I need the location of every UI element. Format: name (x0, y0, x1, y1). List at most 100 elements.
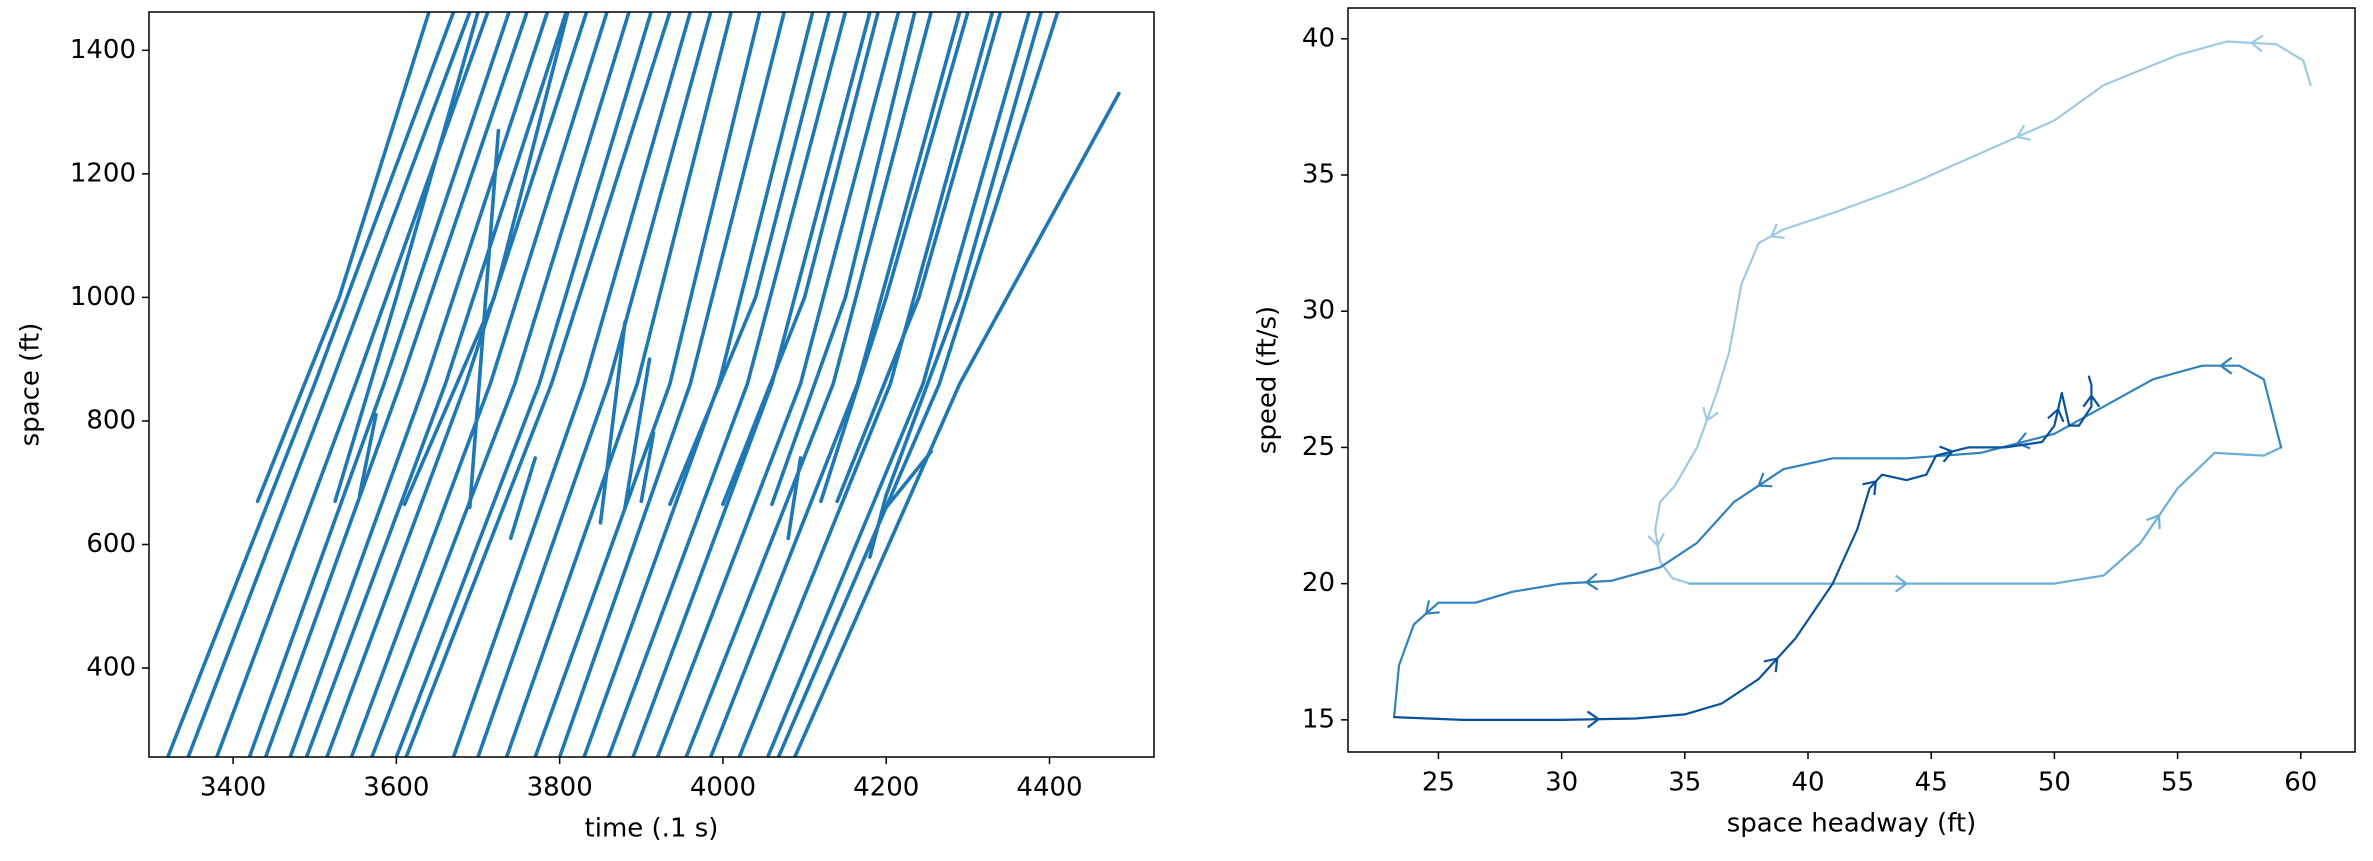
direction-arrow (2145, 513, 2161, 530)
trajectory-line (639, 431, 656, 504)
trajectory-line (304, 12, 568, 757)
trajectory-line (325, 12, 589, 757)
x-tick-label: 40 (1791, 768, 1824, 798)
trajectory-line (598, 320, 627, 525)
direction-arrow (1584, 572, 1599, 591)
y-tick-label: 40 (1302, 23, 1335, 53)
trajectory-line (533, 12, 762, 757)
chart-panel: 3400 3600 3800 4000 4200 4400 400 600 800 1000 120… (16, 11, 1155, 844)
trajectory-line (288, 12, 550, 757)
trajectory-line (402, 12, 570, 507)
x-tick-label: 3400 (200, 773, 266, 803)
direction-arrow (1939, 445, 1955, 463)
trajectory-line (793, 91, 1121, 757)
direction-arrow (2015, 432, 2031, 450)
x-tick-label: 3600 (363, 773, 429, 803)
trajectory-line (668, 12, 831, 507)
plot-area (166, 12, 1121, 757)
x-axis-label: space headway (ft) (1727, 809, 1976, 839)
trajectory-line (835, 12, 1003, 504)
y-tick-label: 1400 (70, 35, 136, 65)
direction-arrow (1862, 480, 1878, 496)
axes-frame (1347, 7, 2356, 753)
y-tick-label: 400 (86, 653, 136, 683)
direction-arrow (1702, 406, 1719, 422)
direction-arrow (2015, 124, 2031, 141)
direction-arrow (1763, 657, 1779, 673)
x-tick-label: 4000 (690, 773, 756, 803)
direction-arrow (2218, 356, 2233, 375)
trajectory-line (557, 12, 786, 757)
trajectory-line (776, 12, 1060, 757)
trajectory-line (468, 128, 501, 510)
y-tick-label: 35 (1302, 159, 1335, 189)
direction-arrow (1586, 710, 1601, 729)
y-tick-label: 20 (1302, 568, 1335, 598)
trajectory-line (451, 12, 693, 757)
trajectory-line (819, 12, 970, 504)
trajectory-line (166, 12, 456, 757)
x-tick-label: 35 (1668, 768, 1701, 798)
chart-panel: 25 30 35 40 45 50 55 60 15 20 25 30 35 40 space headwa… (1253, 7, 2356, 839)
direction-arrow (1769, 223, 1785, 240)
direction-arrow (2082, 393, 2101, 408)
trajectory-line (1654, 40, 2312, 585)
x-tick-label: 60 (2284, 768, 2317, 798)
trajectory-line (255, 12, 431, 504)
y-tick-label: 30 (1302, 296, 1335, 326)
trajectory-line (684, 12, 933, 757)
x-tick-label: 50 (2038, 768, 2071, 798)
direction-arrow (1894, 574, 1909, 593)
trajectory-line (737, 12, 995, 757)
trajectory-line (349, 12, 609, 757)
trajectory-line (655, 12, 901, 757)
trajectory-line (404, 12, 672, 757)
trajectory-line (263, 12, 529, 757)
trajectory-line (247, 12, 511, 757)
x-tick-label: 55 (2161, 768, 2194, 798)
trajectory-line (868, 12, 1044, 559)
trajectory-line (1393, 375, 2093, 721)
axes-frame (148, 11, 1155, 758)
y-tick-label: 15 (1302, 704, 1335, 734)
trajectory-line (606, 12, 848, 757)
y-tick-label: 1200 (70, 158, 136, 188)
x-tick-label: 4400 (1016, 773, 1082, 803)
y-axis-label: speed (ft/s) (1253, 306, 1283, 454)
trajectory-line (1688, 446, 2283, 585)
trajectory-line (508, 456, 537, 541)
y-axis-label: space (ft) (16, 323, 46, 447)
trajectory-line (504, 12, 733, 757)
trajectory-line (357, 413, 378, 497)
trajectory-line (186, 12, 472, 757)
direction-arrow (1647, 532, 1665, 548)
trajectory-line (786, 456, 803, 541)
x-tick-label: 25 (1422, 768, 1455, 798)
trajectory-line (1393, 364, 2283, 719)
y-tick-label: 600 (86, 529, 136, 559)
trajectory-line (476, 12, 713, 757)
trajectory-line (721, 12, 880, 507)
plot-area (1393, 34, 2312, 729)
y-tick-label: 25 (1302, 432, 1335, 462)
x-axis-label: time (.1 s) (585, 814, 719, 844)
direction-arrow (1757, 472, 1773, 488)
trajectory-line (623, 357, 652, 510)
x-tick-label: 45 (1915, 768, 1948, 798)
trajectory-line (884, 450, 933, 510)
direction-arrow (1424, 600, 1440, 615)
trajectory-line (766, 12, 1031, 757)
y-tick-label: 1000 (70, 282, 136, 312)
y-tick-label: 800 (86, 405, 136, 435)
direction-arrow (2249, 34, 2264, 53)
x-tick-label: 30 (1545, 768, 1578, 798)
x-tick-label: 4200 (853, 773, 919, 803)
direction-arrow (2047, 407, 2065, 423)
trajectory-line (370, 12, 631, 757)
trajectory-line (770, 12, 917, 507)
trajectory-line (394, 12, 653, 757)
trajectory-line (333, 12, 480, 504)
x-tick-label: 3800 (527, 773, 593, 803)
